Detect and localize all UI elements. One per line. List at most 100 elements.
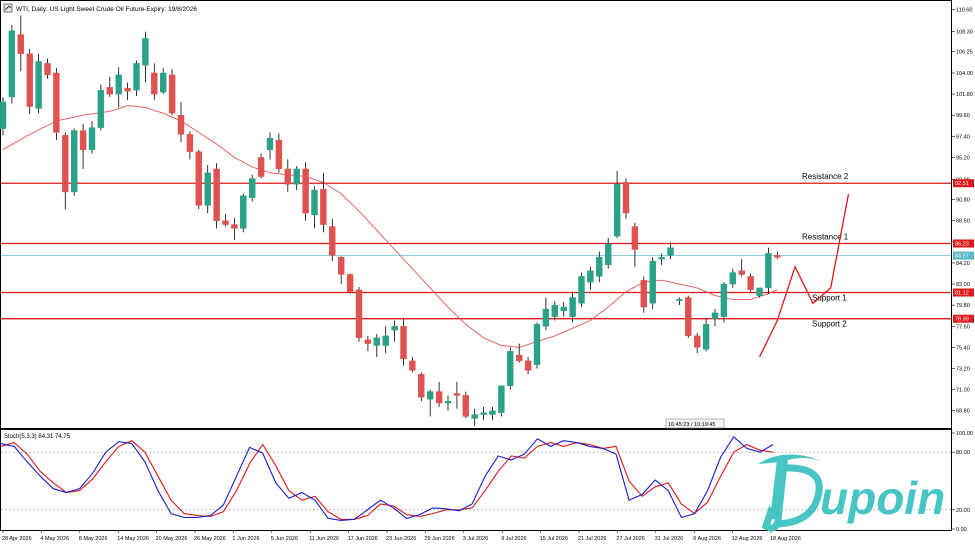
candle	[498, 385, 505, 417]
price-tick-label: 84.20	[956, 261, 970, 267]
dupoin-logo-swoosh	[758, 454, 824, 464]
moving-average-line	[2, 105, 778, 348]
candle	[195, 149, 203, 210]
price-tick-label: 88.60	[956, 219, 970, 225]
candle-body	[720, 283, 728, 317]
stoch-tick-label: 0.00	[956, 527, 967, 533]
dupoin-logo-text: upoin	[820, 472, 945, 524]
candle-body	[240, 195, 247, 229]
price-tick-label: 99.60	[956, 113, 970, 119]
candle	[240, 193, 247, 233]
candle-body	[338, 257, 345, 275]
candle-body	[427, 391, 434, 400]
stoch-tick-label: 80.00	[956, 450, 970, 456]
candle	[8, 24, 16, 104]
time-tick-label: 9 Jul 2026	[501, 536, 526, 542]
dupoin-logo-d	[761, 460, 823, 532]
candle-body	[284, 168, 291, 185]
candle-body	[507, 351, 514, 386]
candle-body	[17, 34, 24, 54]
candle	[151, 63, 158, 100]
time-tick-label: 3 Jul 2026	[463, 536, 488, 542]
candle	[142, 31, 149, 83]
candle-body	[391, 326, 398, 331]
candle	[391, 320, 398, 342]
candle-body	[560, 306, 567, 312]
price-tick-label: 97.40	[956, 134, 970, 140]
price-tick-label: 82.00	[956, 282, 970, 288]
candle	[106, 76, 114, 97]
price-badge	[953, 288, 974, 297]
price-badge	[953, 251, 974, 260]
symbol-icon-arrow	[4, 5, 12, 11]
candle	[729, 268, 736, 288]
candle	[596, 251, 603, 283]
candle	[516, 343, 523, 363]
candle-body	[302, 168, 309, 214]
candle	[676, 297, 683, 306]
price-tick-label: 110.60	[956, 8, 972, 14]
candle	[587, 266, 594, 290]
candle	[26, 48, 33, 115]
candle	[774, 251, 781, 260]
candle	[373, 333, 380, 357]
candle	[186, 131, 194, 160]
crosshair-readout: 16:45:23 / 10:19:45	[668, 422, 715, 428]
candle	[364, 335, 372, 352]
indicator-pane-frame	[0, 429, 952, 531]
candle-body	[551, 304, 558, 317]
price-tick-label: 90.80	[956, 198, 970, 204]
candle-body	[115, 74, 122, 95]
candle-body	[293, 168, 300, 185]
candle	[266, 132, 274, 160]
price-tick-label: 73.20	[956, 367, 970, 373]
indicator-label: Stoch(5,3,3) 84.31 74.75	[4, 434, 71, 440]
candle	[168, 69, 176, 116]
candle-body	[266, 138, 274, 150]
candle	[551, 301, 558, 321]
candle	[524, 356, 532, 375]
candle	[62, 132, 69, 210]
candle	[320, 172, 327, 233]
candle-body	[257, 157, 265, 177]
candle-body	[168, 74, 176, 114]
candle-body	[729, 272, 736, 285]
price-badge	[953, 314, 974, 323]
candle	[658, 253, 665, 265]
stoch-main-line	[0, 435, 774, 521]
candle	[275, 133, 283, 173]
price-tick-label: 108.30	[956, 30, 973, 36]
candle-body	[640, 280, 647, 308]
candle	[311, 186, 318, 229]
candle	[756, 287, 763, 298]
time-tick-label: 27 Jul 2026	[616, 536, 644, 542]
candle	[578, 272, 585, 308]
candle-body	[329, 226, 336, 256]
time-tick-label: 20 May 2026	[156, 536, 188, 542]
candle-body	[26, 53, 33, 107]
stochastic-layer	[0, 435, 951, 521]
candle	[79, 123, 87, 169]
candle-body	[231, 224, 238, 229]
candle	[720, 282, 728, 323]
candle	[355, 286, 363, 342]
projection-path[interactable]	[758, 193, 850, 358]
candle-body	[53, 72, 60, 133]
candle-body	[355, 289, 363, 339]
candle-body	[400, 326, 407, 360]
candle-body	[462, 395, 469, 417]
candle-body	[516, 354, 523, 362]
main-layer: Resistance 2 Resistance 1 Support 1 Support…	[0, 15, 951, 427]
candle	[97, 84, 105, 131]
candle	[177, 101, 185, 143]
candle	[471, 408, 478, 427]
stoch-tick-label: 20.00	[956, 508, 970, 514]
candle-body	[311, 189, 318, 216]
candle	[622, 178, 630, 219]
candle	[453, 381, 461, 409]
candle	[613, 170, 621, 239]
candle	[560, 302, 567, 317]
time-tick-label: 1 Jun 2026	[232, 536, 259, 542]
